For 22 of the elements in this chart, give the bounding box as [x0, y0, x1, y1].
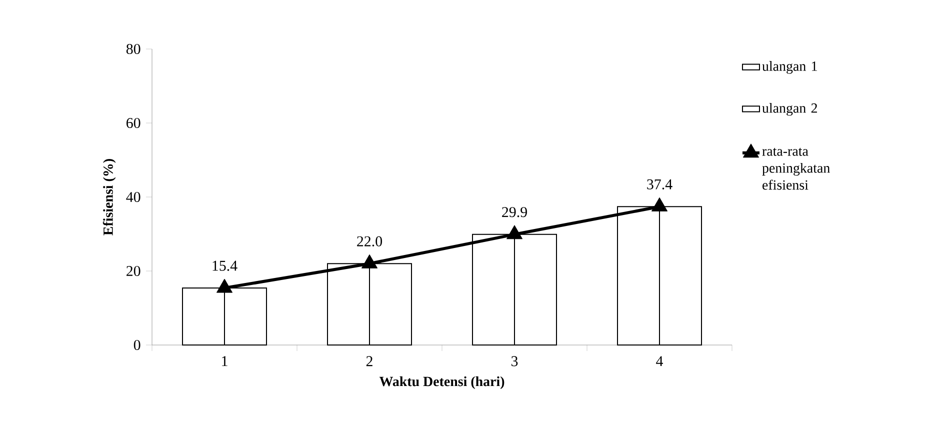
y-tick-label: 60: [126, 118, 140, 128]
legend-label: ulangan 2: [762, 102, 817, 116]
y-axis-title: Efisiensi (%): [102, 159, 116, 236]
legend-label: rata-rata peningkatan efisiensi: [762, 148, 830, 190]
x-tick-label: 3: [511, 356, 518, 366]
point: [651, 197, 668, 212]
y-tick-label: 0: [134, 340, 140, 350]
legend-label: ulangan 1: [762, 61, 817, 74]
y-tick-label: 40: [126, 192, 140, 202]
point: [216, 278, 233, 293]
x-tick-label: 2: [366, 356, 372, 366]
data-label: 37.4: [647, 179, 672, 190]
x-tick-label: 4: [656, 356, 664, 366]
point: [361, 254, 378, 268]
x-tick-label: 1: [222, 356, 228, 366]
data-label: 22.0: [357, 236, 382, 246]
point: [506, 225, 523, 240]
y-tick-label: 20: [126, 266, 140, 276]
data-label: 15.4: [212, 260, 238, 271]
y-tick-label: 80: [126, 44, 140, 54]
x-axis-title: Waktu Detensi (hari): [379, 376, 504, 390]
data-label: 29.9: [502, 207, 527, 218]
